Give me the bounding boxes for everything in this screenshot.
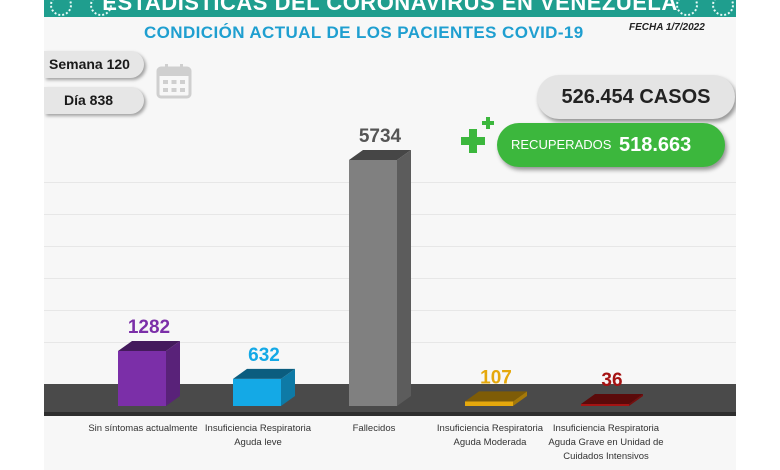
bar-top: [465, 391, 527, 402]
bar-top: [581, 394, 643, 404]
week-badge: Semana 120: [44, 51, 144, 78]
virus-icon: [50, 0, 72, 16]
data-label: 36: [601, 370, 622, 391]
category-label: Insuficiencia Respiratoria Aguda Grave e…: [548, 423, 664, 462]
category-label: Insuficiencia Respiratoria Aguda leve: [204, 423, 312, 448]
category-label: Fallecidos: [352, 423, 396, 434]
calendar-icon: [156, 64, 192, 99]
bar-top: [118, 340, 180, 351]
bar-top: [233, 368, 295, 379]
page-title: CONDICIÓN ACTUAL DE LOS PACIENTES COVID-…: [144, 23, 584, 42]
virus-icon: [712, 0, 734, 16]
data-label: 107: [480, 367, 512, 388]
bar-side: [397, 150, 411, 406]
bar-side: [281, 368, 295, 406]
chart-floor-edge: [44, 412, 736, 416]
data-label: 632: [248, 345, 280, 366]
bar-chart: 1282 632 5734 107 36: [44, 126, 736, 416]
banner-title: ESTADÍSTICAS DEL CORONAVIRUS EN VENEZUEL…: [102, 0, 678, 15]
bar-side: [629, 394, 643, 406]
bar: [349, 160, 397, 406]
virus-icon: [90, 0, 112, 16]
recovered-badge: RECUPERADOS 518.663: [497, 123, 725, 167]
plus-icon: [461, 117, 494, 153]
bar-side: [513, 391, 527, 406]
bar: [233, 378, 281, 406]
recovered-label: RECUPERADOS: [511, 137, 612, 152]
bar-side: [166, 340, 180, 406]
top-banner: ESTADÍSTICAS DEL CORONAVIRUS EN VENEZUEL…: [44, 0, 736, 17]
infographic-frame: ESTADÍSTICAS DEL CORONAVIRUS EN VENEZUEL…: [44, 0, 736, 470]
data-label: 5734: [359, 126, 402, 147]
bar: [118, 350, 166, 406]
virus-icon: [676, 0, 698, 16]
recovered-value: 518.663: [619, 134, 692, 156]
bar-top: [349, 150, 411, 160]
category-label: Insuficiencia Respiratoria Aguda Moderad…: [436, 423, 544, 448]
date-label: FECHA 1/7/2022: [629, 22, 705, 33]
day-badge: Día 838: [44, 87, 144, 114]
bar: [465, 401, 513, 406]
category-label: Sin síntomas actualmente: [88, 423, 198, 434]
bar: [581, 404, 629, 406]
data-label: 1282: [128, 317, 170, 338]
total-cases-badge: 526.454 CASOS: [537, 75, 735, 119]
